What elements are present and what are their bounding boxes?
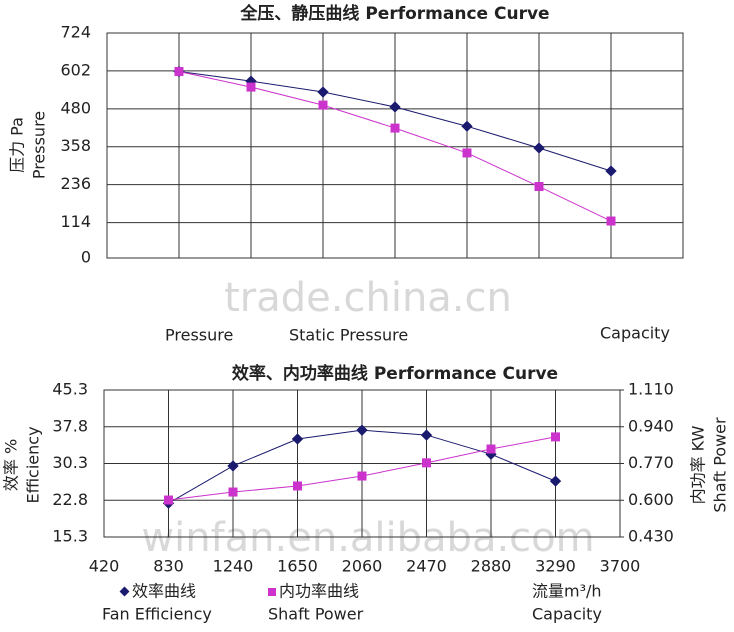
legend-marker [119,586,130,597]
point [420,429,433,441]
point [356,424,368,436]
y-label: Pressure [30,111,49,179]
x-tick-label: 420 [89,557,120,576]
point [291,433,304,445]
x-tick-label: 2470 [406,557,447,576]
y-tick-label: 30.3 [52,453,88,472]
point [317,86,329,98]
watermark: winfan.en.alibaba.com [141,515,594,561]
y-tick-label: 602 [60,60,91,79]
x-tick-label: 2880 [471,557,512,576]
y-tick-label: 15.3 [52,527,88,546]
chart-title: 效率、内功率曲线 Performance Curve [232,363,558,384]
x-tick-label: 1240 [213,557,254,576]
y-tick-label: 45.3 [52,380,88,399]
point [164,495,173,505]
y2-label: Shaft Power [711,417,730,513]
point [461,120,473,132]
legend-label: Static Pressure [289,326,408,345]
point [605,165,617,177]
plot-frame [106,32,684,259]
y-tick-label: 114 [60,212,91,231]
point [606,216,616,226]
x-tick-label: 1650 [277,557,318,576]
point [390,123,400,133]
x-tick-label: 3290 [535,557,576,576]
point [486,444,496,454]
point [246,82,256,92]
legend-label: Fan Efficiency [102,605,212,624]
plot-frame [103,389,621,538]
point [227,460,239,472]
chart-title: 全压、静压曲线 Performance Curve [239,3,549,24]
y2-tick-label: 0.430 [628,527,674,546]
y-label: 效率 % [2,439,21,491]
y-tick-label: 480 [60,98,91,117]
point [228,487,238,497]
x-tick-label: 830 [153,557,184,576]
point [357,471,367,481]
y2-tick-label: 0.940 [628,416,674,435]
point [293,481,302,491]
x-label: Capacity [532,605,602,624]
point [174,67,184,77]
point [549,475,562,487]
watermark: trade.china.cn [224,275,512,321]
y-tick-label: 37.8 [52,416,88,435]
point [533,142,545,154]
legend-label: 效率曲线 [132,582,196,601]
legend-label: Shaft Power [268,605,364,624]
x-label: Capacity [600,324,670,343]
y-label: 压力 Pa [8,117,27,173]
y-tick-label: 236 [60,174,91,193]
y2-tick-label: 1.110 [628,380,674,399]
y-label: Efficiency [24,426,43,503]
point [462,148,472,158]
legend-label: 内功率曲线 [279,582,359,601]
legend-marker [268,588,276,596]
y-tick-label: 0 [81,248,91,267]
x-tick-label: 3700 [600,557,641,576]
point [318,100,328,110]
x-tick-label: 2060 [342,557,383,576]
y-tick-label: 358 [60,136,91,155]
y2-tick-label: 0.600 [628,490,674,509]
legend-label: Pressure [165,326,233,345]
point [534,182,544,192]
point [389,101,401,113]
point [551,432,560,442]
point [422,458,431,468]
y2-tick-label: 0.770 [628,453,674,472]
y2-label: 内功率 KW [689,425,708,504]
y-tick-label: 22.8 [52,490,88,509]
x-label: 流量m³/h [532,582,602,601]
y-tick-label: 724 [60,23,91,42]
